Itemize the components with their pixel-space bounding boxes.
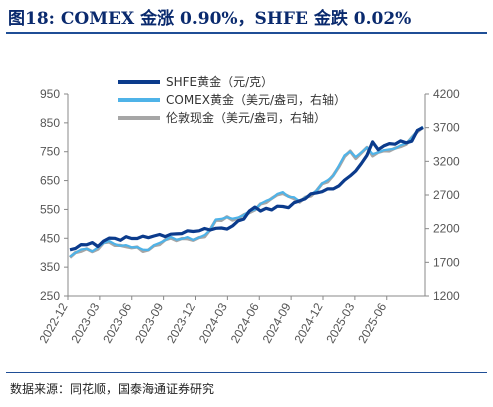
- right-tick-label: 2200: [433, 222, 460, 236]
- left-tick-label: 650: [40, 174, 60, 188]
- left-tick-label: 750: [40, 145, 60, 159]
- left-tick-label: 550: [40, 202, 60, 216]
- right-tick-label: 3700: [433, 121, 460, 135]
- x-tick-label: 2024-06: [228, 300, 262, 345]
- left-tick-label: 950: [40, 87, 60, 101]
- legend-label-2: 伦敦现金（美元/盎司，右轴）: [166, 110, 326, 125]
- right-tick-label: 1700: [433, 255, 460, 269]
- gold-price-chart: 250 350 450 550 650 750 850 950 1200 1700 2200 270…: [36, 74, 460, 346]
- x-tick-label: 2024-09: [260, 300, 294, 345]
- left-tick-label: 850: [40, 116, 60, 130]
- x-tick-label: 2024-03: [196, 300, 230, 345]
- right-tick-label: 3200: [433, 154, 460, 168]
- right-tick-label: 4200: [433, 87, 460, 101]
- legend-label-1: COMEX黄金（美元/盎司，右轴）: [166, 92, 346, 107]
- x-tick-label: 2025-06: [355, 300, 389, 345]
- x-tick-label: 2023-06: [100, 300, 134, 345]
- x-tick-label: 2023-12: [164, 300, 198, 345]
- x-tick-label: 2023-09: [132, 300, 166, 345]
- x-tick-label: 2023-03: [68, 300, 102, 345]
- right-tick-label: 2700: [433, 188, 460, 202]
- left-tick-label: 250: [40, 289, 60, 303]
- left-tick-label: 350: [40, 260, 60, 274]
- chart-title: 图18: COMEX 金涨 0.90%，SHFE 金跌 0.02%: [8, 9, 412, 29]
- right-tick-label: 1200: [433, 289, 460, 303]
- legend-label-0: SHFE黄金（元/克）: [166, 74, 273, 89]
- x-tick-label: 2024-12: [291, 300, 325, 345]
- source-divider: [6, 372, 487, 373]
- title-divider: [6, 32, 487, 34]
- left-tick-label: 450: [40, 231, 60, 245]
- series-line-0: [69, 126, 424, 252]
- x-tick-label: 2022-12: [36, 300, 70, 345]
- data-source-note: 数据来源：同花顺，国泰海通证券研究: [10, 382, 215, 396]
- x-tick-label: 2025-03: [323, 300, 357, 345]
